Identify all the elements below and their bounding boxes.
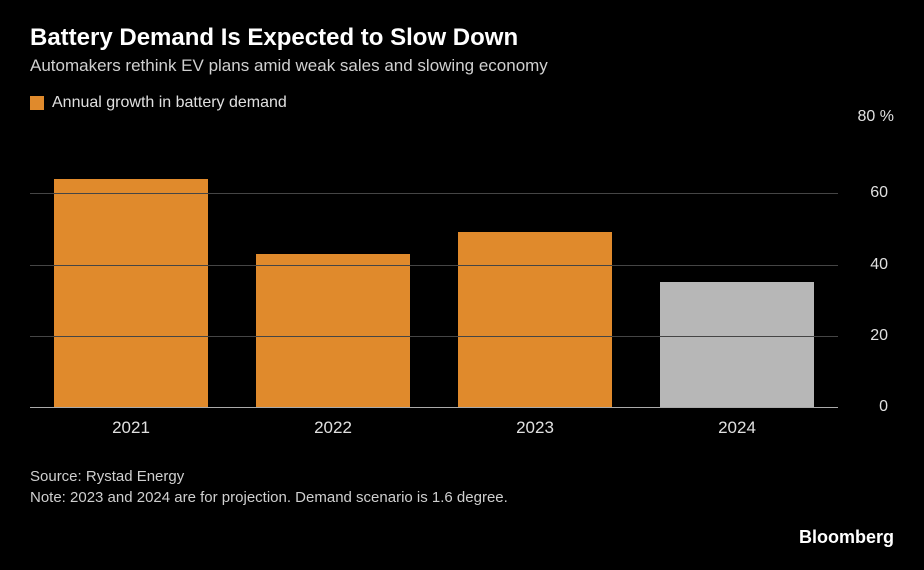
chart-subtitle: Automakers rethink EV plans amid weak sa… — [30, 56, 894, 76]
brand-label: Bloomberg — [799, 527, 894, 548]
y-tick-label: 20 — [848, 327, 888, 345]
chart-footer: Source: Rystad Energy Note: 2023 and 202… — [30, 466, 894, 508]
bar — [660, 282, 814, 407]
chart-title: Battery Demand Is Expected to Slow Down — [30, 24, 894, 52]
bar — [256, 254, 410, 407]
x-tick-label: 2021 — [30, 418, 232, 438]
y-tick-label: 60 — [848, 184, 888, 202]
x-axis-labels: 2021202220232024 — [30, 418, 838, 438]
gridline — [30, 336, 838, 337]
note-line: Note: 2023 and 2024 are for projection. … — [30, 487, 894, 508]
gridline — [30, 193, 838, 194]
legend-swatch — [30, 96, 44, 110]
chart-area: 80 % 0204060 2021202220232024 — [30, 118, 894, 438]
y-tick-label: 40 — [848, 256, 888, 274]
y-axis-unit: 80 % — [858, 108, 894, 126]
bar — [458, 232, 612, 407]
plot-region: 0204060 — [30, 122, 838, 408]
source-line: Source: Rystad Energy — [30, 466, 894, 487]
legend: Annual growth in battery demand — [30, 94, 894, 112]
gridline — [30, 265, 838, 266]
x-tick-label: 2022 — [232, 418, 434, 438]
x-tick-label: 2023 — [434, 418, 636, 438]
bar — [54, 179, 208, 407]
legend-label: Annual growth in battery demand — [52, 94, 287, 112]
y-tick-label: 0 — [848, 398, 888, 416]
x-tick-label: 2024 — [636, 418, 838, 438]
